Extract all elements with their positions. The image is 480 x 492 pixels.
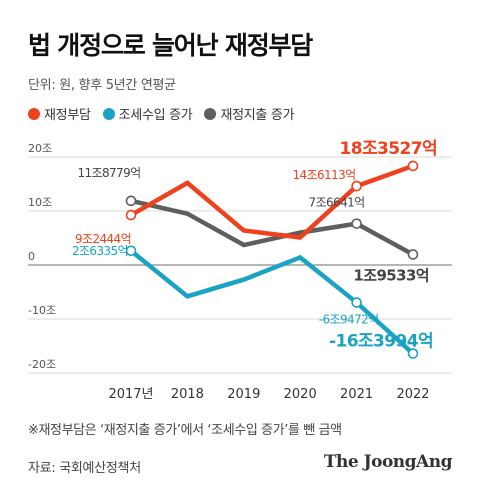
- legend-item-fiscal-spending: 재정지출 증가: [204, 104, 295, 123]
- legend-label: 조세수입 증가: [118, 108, 193, 123]
- data-label: 11조8779억: [77, 166, 140, 180]
- chart-subtitle: 단위: 원, 향후 5년간 연평균: [28, 78, 176, 93]
- legend-label: 재정부담: [44, 108, 91, 123]
- data-label: 14조6113억: [293, 168, 356, 182]
- x-tick-label: 2018: [171, 387, 204, 402]
- x-tick-label: 2019: [227, 387, 260, 402]
- y-tick-label: -10조: [28, 304, 56, 317]
- legend-swatch: [204, 107, 217, 120]
- data-label: 18조3527억: [340, 139, 437, 159]
- series-line: [129, 249, 415, 356]
- legend-item-tax-revenue: 조세수입 증가: [102, 104, 193, 123]
- data-point: [125, 195, 137, 207]
- publisher-logo: The JoongAng: [323, 452, 453, 472]
- data-label: 2조6335억: [72, 244, 128, 258]
- legend: 재정부담 조세수입 증가 재정지출 증가: [28, 104, 295, 123]
- legend-swatch: [102, 107, 115, 120]
- data-point: [407, 348, 419, 359]
- data-label: 7조6641억: [309, 196, 365, 210]
- y-tick-label: 10조: [28, 196, 52, 209]
- legend-swatch: [28, 107, 40, 120]
- legend-label: 재정지출 증가: [220, 108, 295, 123]
- series-line: [129, 163, 414, 240]
- data-point: [351, 180, 362, 192]
- data-point: [407, 249, 419, 260]
- x-tick-label: 2021: [340, 387, 373, 402]
- x-tick-label: 2022: [396, 387, 429, 402]
- y-tick-label: 0: [28, 250, 35, 263]
- data-point: [125, 209, 137, 221]
- data-point: [351, 218, 362, 229]
- chart-title: 법 개정으로 늘어난 재정부담: [28, 31, 313, 60]
- data-label: -6조9472억: [319, 313, 379, 327]
- data-label: 9조2444억: [75, 232, 131, 246]
- data-label: -16조3994억: [329, 332, 433, 352]
- y-tick-label: 20조: [28, 142, 52, 155]
- x-tick-label: 2017년: [108, 387, 153, 402]
- data-point: [351, 297, 362, 308]
- series-line: [130, 198, 415, 257]
- footnote: ※재정부담은 ‘재정지출 증가’에서 ‘조세수입 증가’를 뺀 금액: [28, 423, 342, 438]
- y-tick-label: -20조: [28, 358, 56, 371]
- data-point: [407, 160, 419, 172]
- source-note: 자료: 국회예산정책처: [28, 461, 141, 476]
- legend-item-fiscal-burden: 재정부담: [28, 104, 91, 123]
- data-label: 1조9533억: [353, 266, 429, 284]
- data-point: [125, 245, 137, 257]
- x-tick-label: 2020: [284, 387, 317, 402]
